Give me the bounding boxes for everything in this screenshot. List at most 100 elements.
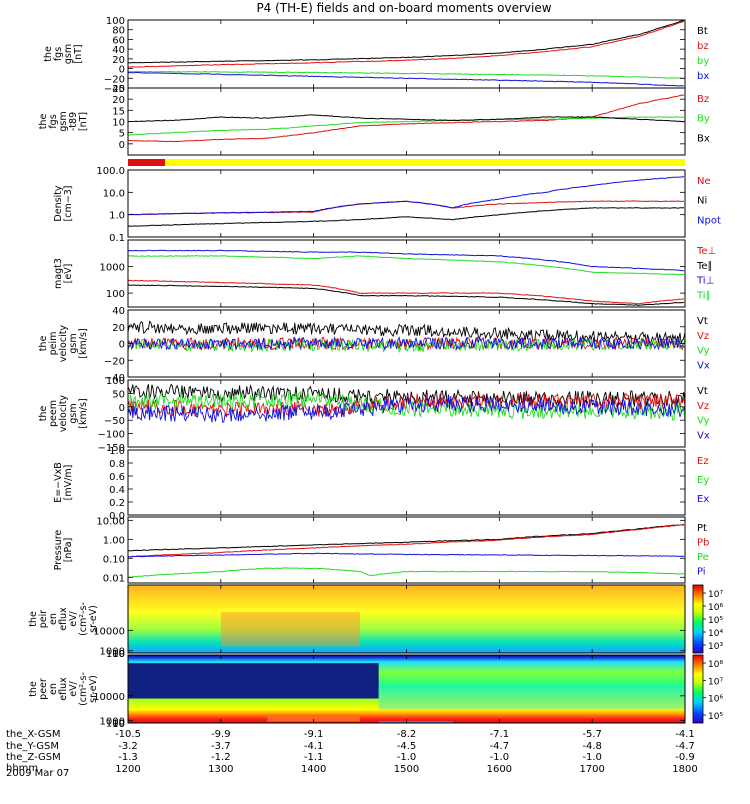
series-line-Ni	[128, 208, 684, 227]
series-line-Pe	[128, 568, 684, 577]
y-tick-label: 0	[119, 340, 125, 351]
axis-row-value: -5.7	[582, 729, 602, 740]
y-tick-label: 40	[112, 306, 125, 317]
legend-label-bx: bx	[697, 71, 709, 82]
y-tick-label: 0.10	[103, 554, 125, 565]
legend-label-Vt: Vt	[697, 316, 708, 327]
legend-label-Npot: Npot	[697, 215, 721, 226]
hhmm-tick-label: 1700	[579, 764, 604, 775]
series-line-Npot	[128, 177, 684, 215]
panel-frame	[128, 517, 685, 583]
y-tick-label: −50	[104, 416, 125, 427]
y-tick-label: 1000	[100, 716, 125, 727]
colorbar-tick-label: 10³	[708, 642, 723, 652]
y-tick-label: 1000	[100, 647, 125, 658]
y-tick-label: 0.4	[109, 485, 125, 496]
mode-bar-segment	[128, 159, 165, 166]
panel-frame	[128, 450, 685, 515]
series-line-Ti⊥	[128, 250, 684, 270]
mode-bar-segment	[165, 159, 685, 166]
y-tick-label: 0	[119, 140, 125, 151]
y-tick-label: 80	[112, 26, 125, 37]
y-tick-label: 1000	[100, 263, 125, 274]
legend-label-Pi: Pi	[697, 567, 706, 578]
axis-row-label: the_Z-GSM	[6, 752, 61, 763]
axis-row-value: -8.2	[397, 729, 417, 740]
series-line-Pt	[128, 525, 684, 551]
legend-label-bz: bz	[697, 41, 709, 52]
legend-label-Pt: Pt	[697, 523, 707, 534]
axis-row-value: -4.8	[582, 741, 602, 752]
hhmm-tick-label: 1800	[672, 764, 697, 775]
colorbar-tick-label: 10⁵	[708, 712, 723, 722]
spectrogram-fill	[128, 585, 685, 653]
y-tick-label: 0.01	[103, 573, 125, 584]
y-axis-label: [nT]	[73, 44, 84, 63]
colorbar-tick-label: 10⁴	[708, 629, 723, 639]
y-tick-label: 20	[112, 95, 125, 106]
axis-row-value: -1.2	[211, 752, 231, 763]
spectrogram-patch	[379, 721, 453, 722]
axis-row-value: -9.9	[211, 729, 231, 740]
legend-label-Vt: Vt	[697, 386, 708, 397]
axis-row-value: -4.1	[675, 729, 695, 740]
hhmm-tick-label: 1500	[394, 764, 419, 775]
y-tick-label: 1.0	[109, 211, 125, 222]
legend-label-Vy: Vy	[697, 416, 710, 427]
y-tick-label: 5	[119, 129, 125, 140]
series-line-Te⊥	[128, 280, 684, 304]
spectrogram-patch	[128, 663, 379, 698]
y-axis-label: [cm−3]	[63, 186, 74, 222]
series-line-Ti∥	[128, 256, 684, 275]
hhmm-tick-label: 1600	[487, 764, 512, 775]
axis-row-value: -1.1	[304, 752, 324, 763]
axis-row-value: -1.0	[582, 752, 602, 763]
colorbar	[693, 655, 703, 723]
panel-frame	[128, 170, 685, 237]
y-axis-label: sr-eV)	[88, 605, 99, 633]
legend-label-Bx: Bx	[697, 133, 710, 144]
legend-label-Ey: Ey	[697, 475, 709, 486]
legend-label-Te⊥: Te⊥	[696, 246, 716, 257]
colorbar	[693, 585, 703, 653]
hhmm-tick-label: 1400	[301, 764, 326, 775]
series-line-Te∥	[128, 285, 684, 306]
colorbar-tick-label: 10⁸	[708, 660, 723, 670]
y-tick-label: 0	[119, 403, 125, 414]
spectrogram-patch	[379, 685, 685, 709]
y-tick-label: 100	[106, 289, 125, 300]
y-axis-label: sr-eV)	[88, 675, 99, 703]
colorbar-tick-label: 10⁵	[708, 616, 723, 626]
series-line-by	[128, 71, 684, 78]
y-tick-label: 100	[106, 16, 125, 27]
figure-title: P4 (TH-E) fields and on-board moments ov…	[256, 1, 551, 15]
legend-label-Ex: Ex	[697, 494, 709, 505]
axis-row-label: the_X-GSM	[6, 729, 60, 740]
legend-label-Bt: Bt	[697, 26, 708, 37]
y-axis-label: [nT]	[78, 112, 89, 131]
y-axis-label: [mV/m]	[63, 465, 74, 501]
legend-label-Ti∥: Ti∥	[696, 290, 711, 301]
legend-label-Ne: Ne	[697, 176, 711, 187]
colorbar-tick-label: 10⁷	[708, 590, 723, 600]
y-tick-label: 100.0	[96, 166, 125, 177]
y-tick-label: 100	[106, 376, 125, 387]
axis-row-value: -10.5	[115, 729, 141, 740]
legend-label-Vz: Vz	[697, 331, 709, 342]
panel-frame	[128, 20, 685, 88]
axis-row-value: -4.5	[397, 741, 417, 752]
axis-row-value: -3.7	[211, 741, 231, 752]
y-tick-label: 10.0	[103, 188, 125, 199]
series-line-Bt	[128, 21, 684, 63]
y-tick-label: 0.6	[109, 472, 125, 483]
y-axis-label: [km/s]	[78, 328, 89, 358]
